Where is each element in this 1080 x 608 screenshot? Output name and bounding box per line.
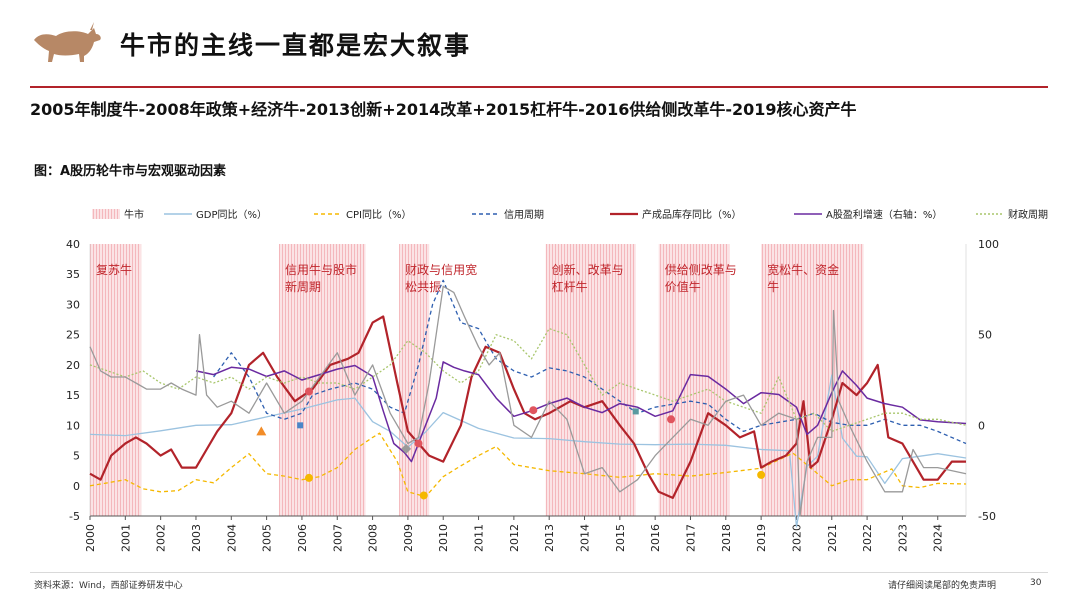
bull-band — [90, 244, 142, 516]
legend-label: 信用周期 — [504, 209, 544, 221]
page-number: 30 — [1030, 578, 1042, 588]
x-tick-label: 2005 — [261, 524, 274, 552]
legend-label: CPI同比（%） — [346, 209, 411, 221]
series-line — [89, 285, 967, 517]
figure-caption: 图：A股历轮牛市与宏观驱动因素 — [34, 164, 227, 179]
y-right-tick-label: 0 — [978, 419, 985, 432]
x-tick-label: 2015 — [614, 524, 627, 552]
bull-band-label: 创新、改革与 — [552, 262, 624, 277]
x-tick-label: 2014 — [579, 524, 592, 552]
point-marker — [305, 473, 313, 482]
series-line — [89, 374, 967, 528]
y-left-tick-label: 30 — [66, 298, 80, 311]
bull-band — [658, 244, 730, 516]
series-line — [89, 315, 966, 499]
legend-label: 财政周期 — [1008, 208, 1048, 221]
bull-band — [545, 244, 636, 516]
point-marker — [667, 415, 676, 424]
x-tick-label: 2010 — [437, 524, 450, 552]
y-left-tick-label: -5 — [69, 510, 80, 523]
legend-label: A股盈利增速（右轴：%） — [826, 208, 942, 221]
x-tick-label: 2024 — [932, 524, 945, 552]
bull-market-chart: 牛市 GDP同比（%） CPI同比（%） 信用周期 产成品库存同比（%） A股盈利增速（右… — [66, 208, 1048, 552]
point-marker — [529, 406, 538, 415]
series-line — [195, 361, 967, 463]
x-tick-label: 2020 — [790, 524, 803, 552]
y-left-tick-label: 20 — [66, 359, 80, 372]
x-tick-label: 2008 — [367, 524, 380, 552]
bull-band-label: 价值牛 — [665, 279, 701, 294]
point-marker — [414, 439, 423, 448]
bull-band-label: 供给侧改革与 — [665, 263, 737, 277]
bull-band-label: 复苏牛 — [96, 262, 132, 277]
point-marker — [401, 443, 412, 454]
x-tick-label: 2022 — [861, 524, 874, 552]
y-left-tick-label: 15 — [66, 389, 80, 402]
x-tick-label: 2007 — [331, 524, 344, 552]
disclaimer-note: 请仔细阅读尾部的免责声明 — [888, 581, 997, 591]
y-right-tick-label: -50 — [978, 510, 996, 523]
x-tick-label: 2006 — [296, 524, 309, 552]
bull-band-label: 杠杆牛 — [552, 279, 588, 294]
bull-band-label: 信用牛与股市 — [285, 262, 357, 277]
chart-series — [89, 279, 967, 528]
point-marker — [419, 491, 428, 500]
bull-logo-icon — [34, 22, 101, 62]
y-right-tick-label: 50 — [978, 329, 992, 342]
bull-band-label: 松共振 — [405, 280, 441, 294]
y-left-tick-label: 5 — [73, 450, 80, 463]
x-tick-label: 2003 — [190, 524, 203, 552]
y-left-tick-label: 40 — [66, 238, 80, 251]
y-left-tick-label: 25 — [66, 329, 80, 342]
chart-legend: 牛市 GDP同比（%） CPI同比（%） 信用周期 产成品库存同比（%） A股盈利增速（右… — [92, 208, 1048, 221]
x-tick-label: 2000 — [84, 524, 97, 552]
point-marker — [305, 387, 313, 396]
point-marker — [297, 422, 304, 429]
legend-label: 产成品库存同比（%） — [642, 208, 742, 221]
x-tick-label: 2018 — [720, 524, 733, 552]
legend-label: GDP同比（%） — [196, 209, 267, 221]
x-tick-label: 2023 — [896, 524, 909, 552]
x-tick-label: 2002 — [155, 524, 168, 552]
bull-band-label: 宽松牛、资金 — [767, 262, 839, 277]
x-tick-label: 2021 — [826, 524, 839, 552]
title-divider — [30, 86, 1048, 88]
y-right-tick-label: 100 — [978, 238, 999, 251]
point-marker — [256, 426, 267, 436]
point-marker — [757, 470, 766, 479]
subtitle: 2005年制度牛-2008年政策+经济牛-2013创新+2014改革+2015杠… — [30, 100, 857, 119]
y-left-tick-label: 10 — [66, 419, 80, 432]
page-title: 牛市的主线一直都是宏大叙事 — [120, 31, 472, 60]
x-tick-label: 2017 — [684, 524, 697, 552]
bull-band — [761, 244, 864, 516]
legend-swatch — [92, 209, 120, 219]
y-left-tick-label: 0 — [73, 480, 80, 493]
x-tick-label: 2019 — [755, 524, 768, 552]
x-tick-label: 2004 — [225, 524, 238, 552]
x-tick-label: 2013 — [543, 524, 556, 552]
x-tick-label: 2012 — [508, 524, 521, 552]
point-marker — [632, 408, 639, 415]
footer-divider — [30, 572, 1048, 573]
legend-label: 牛市 — [124, 208, 144, 221]
y-left-tick-label: 35 — [66, 268, 80, 281]
source-note: 资料来源：Wind，西部证券研发中心 — [34, 581, 183, 591]
bull-band-label: 财政与信用宽 — [405, 262, 477, 277]
series-line — [89, 432, 967, 498]
x-tick-label: 2016 — [649, 524, 662, 552]
x-tick-label: 2001 — [119, 524, 132, 552]
bull-band-label: 新周期 — [285, 279, 321, 294]
chart-markers — [256, 387, 766, 500]
bull-band-label: 牛 — [767, 279, 779, 294]
x-tick-label: 2009 — [402, 524, 415, 552]
x-tick-label: 2011 — [473, 524, 486, 552]
